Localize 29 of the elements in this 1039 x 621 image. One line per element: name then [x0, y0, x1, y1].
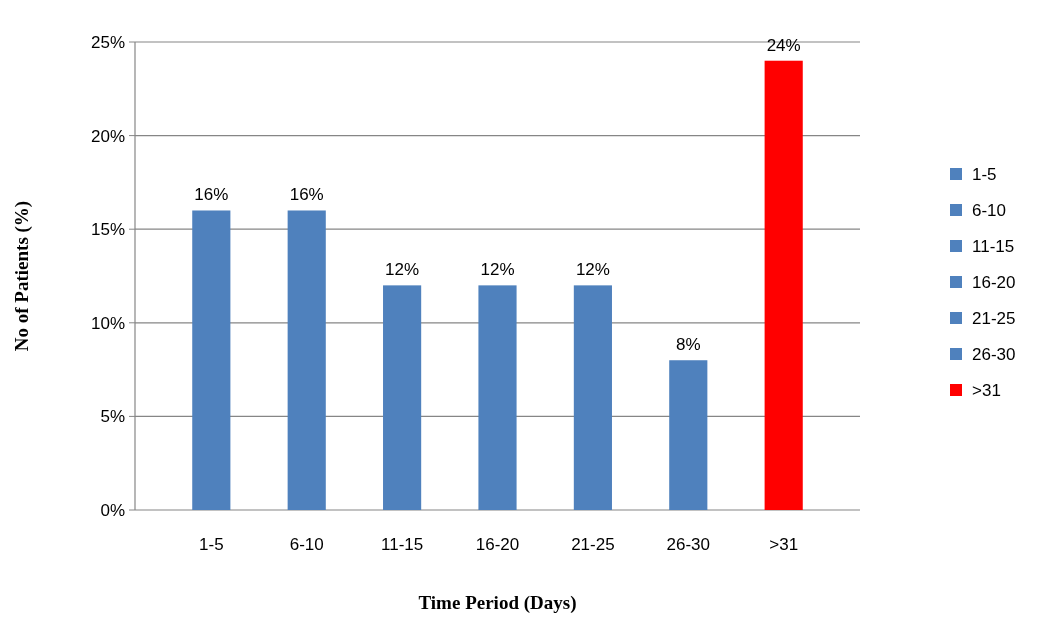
y-tick-label: 20%	[90, 126, 125, 146]
legend-label: 11-15	[972, 236, 1015, 256]
data-label: 8%	[676, 335, 701, 355]
legend-label: >31	[972, 380, 1001, 400]
x-tick-label: 21-25	[571, 535, 615, 554]
x-tick-label: 1-5	[199, 535, 224, 554]
y-tick-label: 10%	[90, 313, 125, 333]
legend-label: 6-10	[972, 200, 1007, 220]
data-label: 16%	[194, 185, 229, 205]
legend-label: 16-20	[972, 272, 1016, 292]
legend-label: 1-5	[972, 164, 997, 184]
data-label: 12%	[385, 260, 420, 280]
y-tick-label: 25%	[90, 32, 125, 52]
x-tick-label: 11-15	[381, 535, 424, 554]
y-tick-label: 5%	[100, 407, 125, 427]
legend-label: 21-25	[972, 308, 1016, 328]
data-label: 16%	[289, 185, 324, 205]
data-label: 24%	[766, 35, 801, 55]
x-tick-label: 16-20	[475, 535, 520, 554]
y-tick-label: 15%	[90, 220, 125, 240]
x-axis-title: Time Period (Days)	[418, 592, 577, 614]
x-tick-label: 26-30	[666, 535, 711, 554]
data-label: 12%	[575, 260, 610, 280]
y-axis-title: No of Patients (%)	[11, 200, 33, 352]
legend-label: 26-30	[972, 344, 1016, 364]
data-label: 12%	[480, 260, 515, 280]
x-tick-label: 6-10	[289, 535, 324, 554]
x-tick-label: >31	[769, 535, 799, 554]
y-tick-label: 0%	[100, 500, 125, 520]
